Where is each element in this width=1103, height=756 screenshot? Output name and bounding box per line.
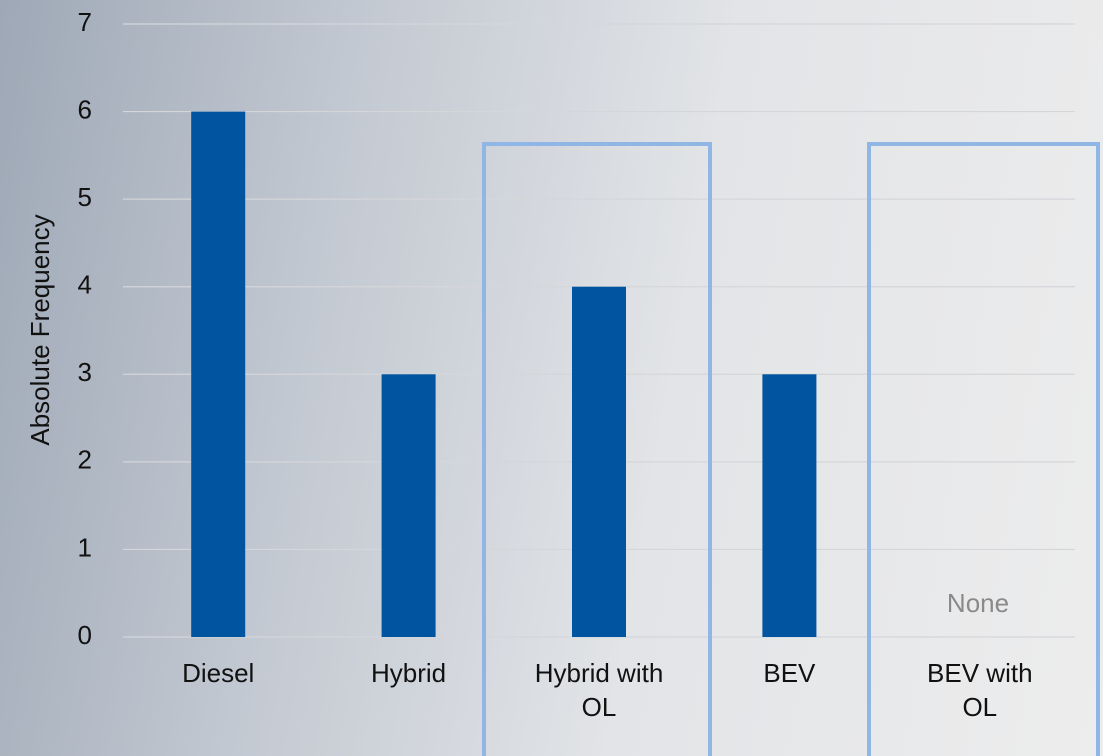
y-tick-label: 0 [78,620,92,650]
y-tick-label: 7 [78,7,92,37]
y-tick-label: 1 [78,532,92,562]
x-tick-label: Hybrid [371,658,447,688]
y-tick-label: 6 [78,94,92,124]
y-tick-label: 3 [78,357,92,387]
bar [191,111,246,638]
plot-area: 0 1 2 3 4 5 6 7 [78,7,1075,650]
y-axis-label: Absolute Frequency [25,214,55,445]
y-tick-label: 5 [78,182,92,212]
bar [381,374,436,637]
x-tick-label: Diesel [182,658,255,688]
x-tick-label: Hybrid with OL [534,658,664,722]
x-tick-label: BEV [763,658,816,688]
highlight-box [867,142,1100,756]
bar [762,374,817,637]
annotation: None [947,588,1009,618]
x-tick-label: BEV with OL [927,658,1033,722]
highlight-box [482,142,712,756]
y-tick-label: 4 [78,270,92,300]
y-tick-label: 2 [78,445,92,475]
bar [572,286,626,637]
